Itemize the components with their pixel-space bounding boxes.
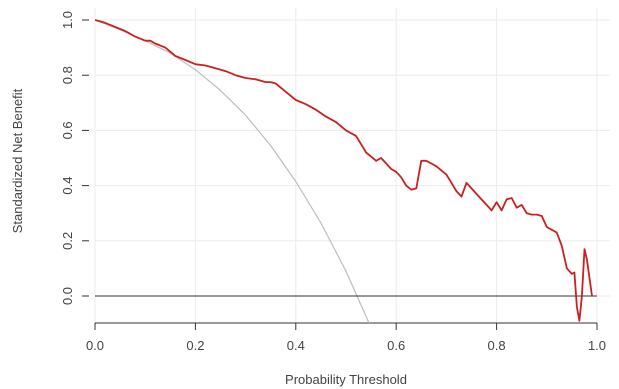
y-tick-label: 0.2 [60,232,75,250]
series-line-treat-all [95,19,370,323]
x-tick-label: 1.0 [588,338,606,353]
y-tick-label: 0.6 [60,121,75,139]
series-line-model [95,19,593,322]
grid-lines [94,8,610,323]
x-tick-label: 0.2 [186,338,204,353]
x-axis-ticks: 0.0 0.2 0.4 0.6 0.8 1.0 [86,323,606,353]
x-axis-title: Probability Threshold [285,372,407,387]
x-tick-label: 0.6 [387,338,405,353]
y-axis-ticks: 0.0 0.2 0.4 0.6 0.8 1.0 [60,11,89,305]
x-tick-label: 0.4 [287,338,305,353]
y-tick-label: 0.4 [60,177,75,195]
y-tick-label: 0.8 [60,66,75,84]
series-layer [95,19,597,323]
y-axis-title: Standardized Net Benefit [10,88,25,233]
x-tick-label: 0.0 [86,338,104,353]
y-tick-label: 0.0 [60,287,75,305]
y-tick-label: 1.0 [60,11,75,29]
x-tick-label: 0.8 [488,338,506,353]
